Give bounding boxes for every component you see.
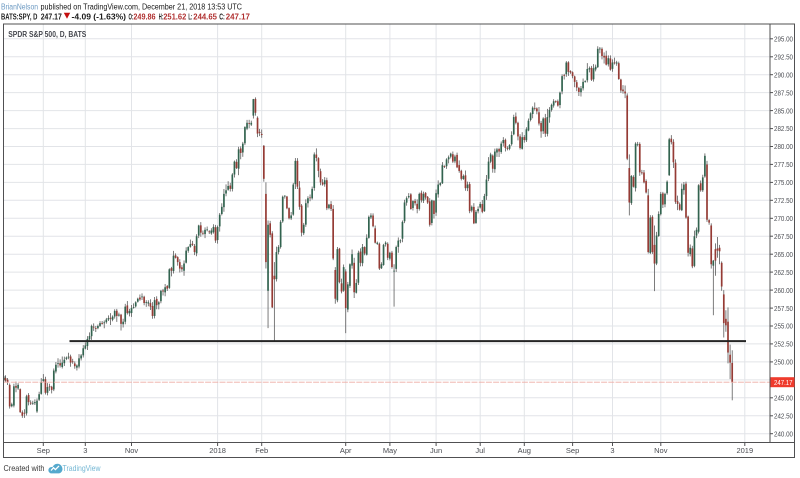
- svg-text:247.17: 247.17: [226, 13, 251, 22]
- svg-text:Nov: Nov: [654, 446, 668, 455]
- svg-text:257.50: 257.50: [774, 304, 793, 313]
- svg-text:260.00: 260.00: [774, 286, 793, 295]
- svg-text:244.65: 244.65: [193, 13, 217, 22]
- svg-text:BrianNelson: BrianNelson: [1, 2, 38, 11]
- svg-text:290.00: 290.00: [774, 70, 793, 79]
- svg-text:BATS:SPY, D: BATS:SPY, D: [1, 13, 38, 22]
- svg-text:270.00: 270.00: [774, 214, 793, 223]
- svg-text:295.00: 295.00: [774, 35, 793, 44]
- svg-text:2019: 2019: [736, 446, 753, 455]
- svg-text:267.50: 267.50: [774, 232, 793, 241]
- svg-text:C:: C:: [219, 13, 225, 22]
- svg-text:251.62: 251.62: [163, 13, 187, 22]
- svg-text:TradingView: TradingView: [63, 464, 101, 473]
- svg-text:247.17: 247.17: [41, 13, 63, 22]
- svg-text:Sep: Sep: [566, 446, 579, 455]
- svg-text:240.00: 240.00: [774, 429, 793, 438]
- svg-text:280.00: 280.00: [774, 142, 793, 151]
- svg-text:285.00: 285.00: [774, 106, 793, 115]
- svg-text:Feb: Feb: [255, 446, 268, 455]
- svg-text:H:: H:: [159, 13, 163, 22]
- svg-text:250.00: 250.00: [774, 358, 793, 367]
- svg-text:3: 3: [83, 446, 87, 455]
- svg-text:255.00: 255.00: [774, 322, 793, 331]
- svg-text:Apr: Apr: [340, 446, 352, 455]
- svg-text:249.86: 249.86: [133, 13, 156, 22]
- svg-text:292.50: 292.50: [774, 53, 793, 62]
- svg-text:277.50: 277.50: [774, 160, 793, 169]
- svg-text:Nov: Nov: [125, 446, 139, 455]
- svg-text:265.00: 265.00: [774, 250, 793, 259]
- svg-text:287.50: 287.50: [774, 88, 793, 97]
- svg-text:Jun: Jun: [430, 446, 442, 455]
- svg-text:2018: 2018: [209, 446, 226, 455]
- svg-text:247.17: 247.17: [774, 378, 793, 387]
- svg-text:282.50: 282.50: [774, 124, 793, 133]
- svg-text:L:: L:: [188, 13, 192, 22]
- svg-text:May: May: [383, 446, 397, 455]
- svg-text:242.50: 242.50: [774, 411, 793, 420]
- svg-text:3: 3: [610, 446, 614, 455]
- svg-text:Jul: Jul: [475, 446, 485, 455]
- svg-text:published on TradingView.com,: published on TradingView.com, December 2…: [41, 2, 243, 11]
- svg-text:Created with: Created with: [4, 464, 45, 473]
- svg-text:Sep: Sep: [37, 446, 50, 455]
- svg-text:SPDR S&P 500, D, BATS: SPDR S&P 500, D, BATS: [8, 30, 87, 39]
- svg-text:245.00: 245.00: [774, 394, 793, 403]
- svg-text:-4.09 (-1.63%): -4.09 (-1.63%): [72, 13, 127, 22]
- svg-text:272.50: 272.50: [774, 196, 793, 205]
- svg-text:262.50: 262.50: [774, 268, 793, 277]
- svg-text:O:: O:: [129, 13, 134, 22]
- svg-text:252.50: 252.50: [774, 340, 793, 349]
- svg-text:Aug: Aug: [518, 446, 531, 455]
- svg-text:275.00: 275.00: [774, 178, 793, 187]
